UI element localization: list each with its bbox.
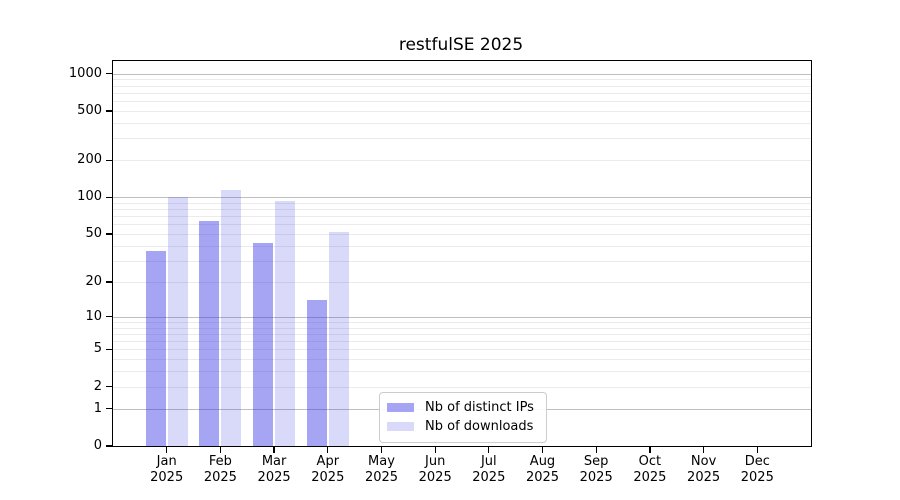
gridline-minor-2 (113, 386, 811, 388)
gridline-minor-900 (113, 79, 811, 81)
y-tick-label-50: 50 (85, 226, 102, 242)
legend-label-distinct-ips: Nb of distinct IPs (425, 400, 534, 415)
x-tick-mar (273, 446, 275, 453)
x-tick-label-nov: Nov 2025 (687, 454, 721, 485)
x-tick-label-jan: Jan 2025 (150, 454, 184, 485)
y-tick-500 (106, 110, 113, 112)
y-tick-1000 (106, 73, 113, 75)
y-tick-label-500: 500 (77, 103, 102, 119)
gridline-minor-7 (113, 333, 811, 335)
legend-label-downloads: Nb of downloads (425, 419, 534, 434)
x-tick-label-apr: Apr 2025 (311, 454, 345, 485)
gridline-minor-3 (113, 371, 811, 373)
legend-item-downloads: Nb of downloads (387, 417, 538, 436)
bar-mar-downloads (275, 200, 296, 446)
gridline-minor-90 (113, 202, 811, 204)
bar-apr-downloads (328, 232, 349, 446)
gridline-minor-6 (113, 341, 811, 343)
y-tick-0 (106, 445, 113, 447)
gridline-minor-20 (113, 281, 811, 283)
x-tick-label-jul: Jul 2025 (472, 454, 506, 485)
gridline-minor-30 (113, 260, 811, 262)
y-tick-100 (106, 196, 113, 198)
y-tick-200 (106, 159, 113, 161)
bar-jan-downloads (167, 197, 188, 446)
bar-apr-distinct-ips (306, 300, 327, 446)
y-tick-label-1: 1 (93, 400, 102, 416)
y-tick-2 (106, 386, 113, 388)
x-tick-jun (434, 446, 436, 453)
gridline-minor-8 (113, 327, 811, 329)
y-tick-label-2: 2 (93, 378, 102, 394)
plot-area: Nb of distinct IPs Nb of downloads 0 1 2 5 1… (69, 60, 812, 485)
x-tick-oct (649, 446, 651, 453)
gridline-major-100 (113, 197, 811, 199)
gridline-major-10 (113, 316, 811, 318)
y-tick-5 (106, 348, 113, 351)
gridline-minor-80 (113, 209, 811, 211)
y-tick-label-100: 100 (77, 189, 102, 205)
x-tick-jan (166, 446, 168, 453)
legend-swatch-downloads (387, 422, 414, 431)
gridline-minor-700 (113, 92, 811, 94)
x-tick-label-oct: Oct 2025 (633, 454, 667, 485)
gridline-minor-9 (113, 321, 811, 323)
y-tick-20 (106, 281, 113, 283)
gridline-minor-400 (113, 123, 811, 124)
y-tick-1 (106, 407, 113, 410)
gridline-minor-500 (113, 111, 811, 112)
y-tick-label-5: 5 (93, 341, 102, 357)
x-tick-label-jun: Jun 2025 (418, 454, 452, 485)
x-tick-feb (219, 446, 222, 453)
x-tick-label-feb: Feb 2025 (203, 454, 237, 485)
gridline-minor-200 (113, 160, 811, 162)
y-tick-label-10: 10 (85, 308, 102, 324)
y-tick-label-1000: 1000 (68, 65, 102, 81)
x-tick-jul (488, 446, 490, 453)
gridline-minor-5 (113, 349, 811, 351)
gridline-major-1000 (113, 73, 811, 75)
legend-swatch-distinct-ips (387, 403, 414, 412)
y-tick-50 (106, 233, 113, 235)
y-tick-label-0: 0 (93, 438, 102, 454)
x-tick-label-aug: Aug 2025 (525, 454, 560, 485)
gridline-minor-600 (113, 101, 811, 103)
x-tick-sep (595, 446, 597, 453)
chart-title: restfulSE 2025 (398, 35, 524, 55)
bar-feb-distinct-ips (199, 221, 220, 446)
y-tick-label-20: 20 (85, 274, 102, 290)
bar-mar-distinct-ips (253, 243, 274, 446)
x-tick-dec (756, 446, 758, 453)
x-tick-aug (541, 446, 544, 453)
x-tick-label-may: May 2025 (364, 454, 399, 485)
x-tick-label-mar: Mar 2025 (257, 454, 291, 485)
y-tick-label-200: 200 (77, 152, 102, 168)
x-tick-may (380, 446, 383, 453)
legend-item-distinct-ips: Nb of distinct IPs (387, 398, 538, 417)
legend: Nb of distinct IPs Nb of downloads (379, 392, 547, 443)
gridline-minor-70 (113, 216, 811, 218)
gridline-minor-50 (113, 234, 811, 236)
x-tick-label-sep: Sep 2025 (579, 454, 613, 485)
bar-jan-distinct-ips (145, 251, 166, 446)
x-tick-label-dec: Dec 2025 (740, 454, 774, 485)
gridline-minor-40 (113, 245, 811, 247)
x-tick-nov (702, 446, 705, 453)
bar-feb-downloads (221, 189, 242, 446)
gridline-minor-60 (113, 224, 811, 226)
gridline-minor-4 (113, 359, 811, 361)
gridline-minor-800 (113, 85, 811, 87)
gridline-minor-300 (113, 138, 811, 140)
x-tick-apr (327, 446, 329, 453)
y-tick-10 (106, 316, 113, 318)
